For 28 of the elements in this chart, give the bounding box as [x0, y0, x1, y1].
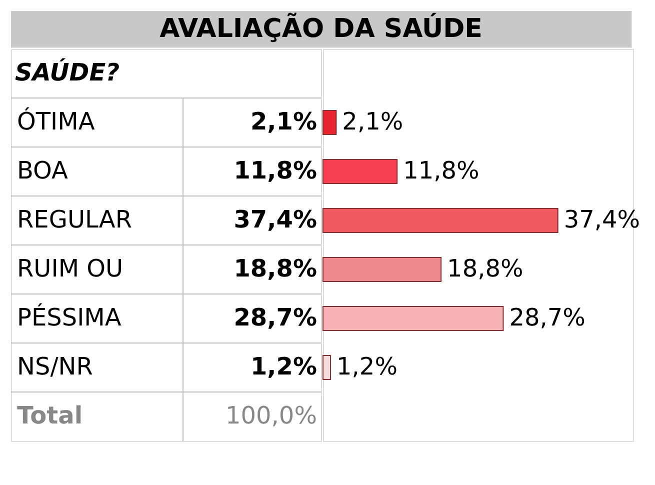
- text: 11,8%: [403, 156, 480, 184]
- text: 37,4%: [564, 206, 640, 234]
- text: Total: [17, 402, 83, 430]
- bar: [322, 208, 558, 233]
- bar: [322, 159, 398, 184]
- y-tick-label: REGULAR: [17, 206, 132, 234]
- y-tick-label: NS/NR: [17, 352, 93, 380]
- bar: [322, 257, 442, 282]
- data-label: 18,8%: [234, 254, 317, 282]
- text: 18,8%: [447, 254, 524, 282]
- bar: [322, 306, 504, 331]
- bar: [322, 355, 332, 380]
- chart-title: AVALIAÇÃO DA SAÚDE: [160, 12, 482, 44]
- data-label: 28,7%: [234, 304, 317, 332]
- y-tick-label: RUIM OU: [17, 254, 124, 282]
- text: 1,2%: [336, 352, 398, 380]
- bar: [322, 110, 337, 135]
- text: 100,0%: [225, 402, 317, 430]
- y-tick-label: ÓTIMA: [17, 106, 96, 136]
- y-tick-label: PÉSSIMA: [17, 302, 122, 332]
- y-tick-label: BOA: [17, 156, 69, 184]
- text: 28,7%: [509, 304, 586, 332]
- data-label: 1,2%: [250, 352, 317, 380]
- data-label: 2,1%: [250, 108, 317, 136]
- text: SAÚDE?: [15, 58, 120, 86]
- data-label: 37,4%: [234, 206, 317, 234]
- text: 2,1%: [342, 108, 404, 136]
- data-label: 11,8%: [234, 156, 317, 184]
